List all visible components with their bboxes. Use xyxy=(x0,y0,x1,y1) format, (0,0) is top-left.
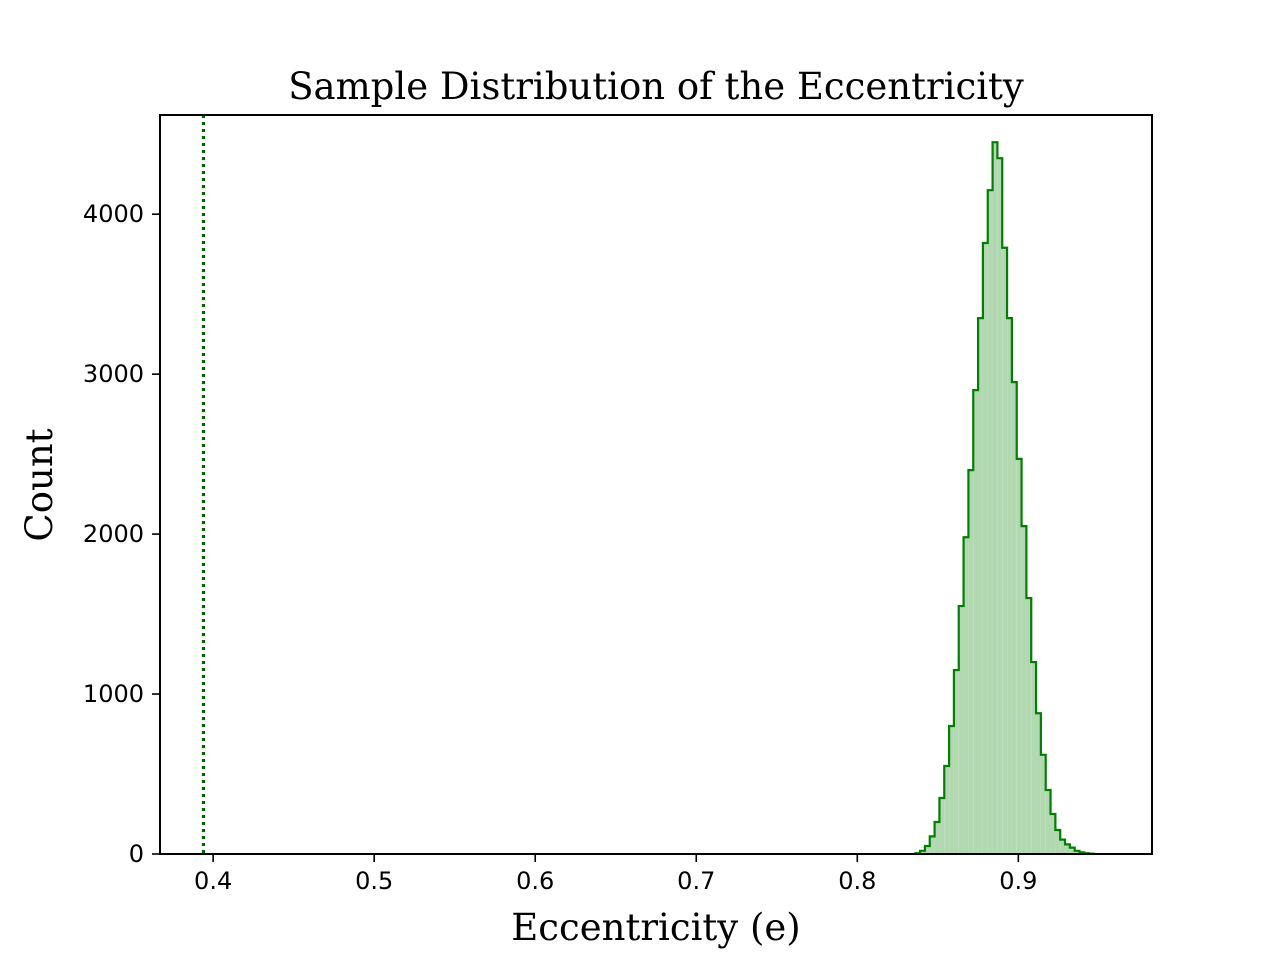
axes: 0.4 0.5 0.6 0.7 0.8 0.9 0 1000 2000 3000 4000 xyxy=(83,200,1038,895)
histogram-bin xyxy=(1002,247,1008,855)
y-tick-label: 0 xyxy=(129,840,144,868)
histogram-bin xyxy=(1036,713,1041,854)
histogram-bin xyxy=(958,606,964,854)
histogram-bin xyxy=(1045,790,1051,854)
histogram-bin xyxy=(997,158,1003,855)
x-tick-label: 0.4 xyxy=(194,867,232,895)
x-tick-label: 0.5 xyxy=(355,867,393,895)
histogram-bin xyxy=(963,537,969,854)
histogram-bin xyxy=(949,726,954,854)
histogram-bin xyxy=(1011,382,1017,854)
histogram-bin xyxy=(982,242,988,855)
histogram-bin xyxy=(1021,526,1027,854)
histogram-bin xyxy=(1060,839,1066,854)
histogram-bin xyxy=(1031,662,1037,854)
x-tick-label: 0.6 xyxy=(516,867,554,895)
plot-area xyxy=(201,115,1096,855)
histogram-bin xyxy=(953,670,959,854)
histogram-bin xyxy=(920,850,925,854)
y-tick-label: 1000 xyxy=(83,680,144,708)
y-tick-label: 4000 xyxy=(83,200,144,228)
histogram-bin xyxy=(939,798,945,854)
histogram-bin xyxy=(944,766,950,854)
histogram-bin xyxy=(1007,318,1012,854)
x-tick-label: 0.9 xyxy=(999,867,1037,895)
histogram-bin xyxy=(1055,830,1061,854)
x-axis-label: Eccentricity (e) xyxy=(511,906,800,949)
histogram-bin xyxy=(968,470,974,854)
x-tick-label: 0.7 xyxy=(677,867,715,895)
x-tick-label: 0.8 xyxy=(838,867,876,895)
histogram-bin xyxy=(1050,814,1056,854)
y-tick-label: 3000 xyxy=(83,360,144,388)
histogram-bin xyxy=(973,390,979,854)
histogram-outline xyxy=(914,141,1096,855)
histogram-bin xyxy=(1069,847,1075,854)
histogram-bin xyxy=(1040,754,1046,854)
histogram-bin xyxy=(1065,844,1070,854)
y-tick-label: 2000 xyxy=(83,520,144,548)
histogram-bin xyxy=(987,190,993,854)
histogram-bin xyxy=(992,142,998,855)
histogram-bin xyxy=(978,318,983,854)
chart-title: Sample Distribution of the Eccentricity xyxy=(288,65,1024,108)
y-axis-label: Count xyxy=(18,428,61,541)
histogram-bin xyxy=(1026,598,1032,854)
histogram-bin xyxy=(1016,458,1022,854)
histogram-bin xyxy=(1074,850,1080,854)
plot-frame xyxy=(159,114,1153,855)
histogram-bin xyxy=(924,846,930,854)
histogram-bin xyxy=(929,836,935,854)
histogram-bin xyxy=(934,822,940,854)
